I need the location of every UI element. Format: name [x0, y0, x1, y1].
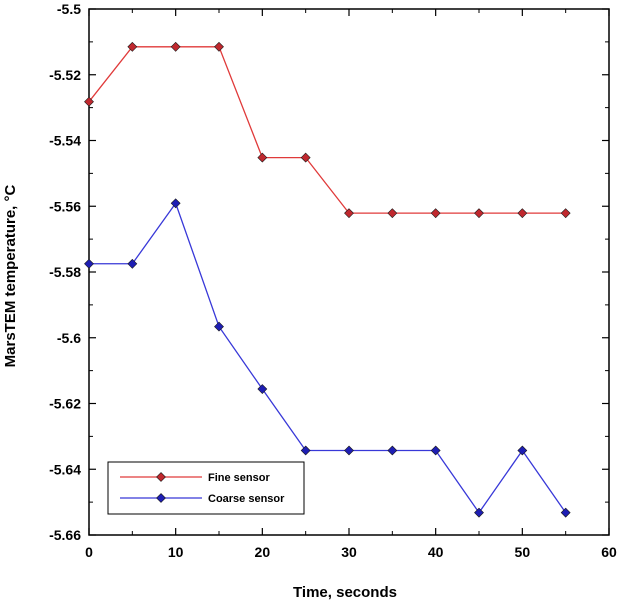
x-tick-label: 30 — [341, 544, 357, 560]
x-axis-title: Time, seconds — [293, 584, 397, 601]
coarse-sensor-data-point — [517, 445, 528, 456]
coarse-sensor-data-point — [560, 507, 571, 518]
y-tick-label: -5.5 — [57, 1, 81, 17]
legend-box — [107, 461, 305, 515]
coarse-sensor-data-point — [214, 321, 224, 332]
coarse-sensor-data-point — [170, 198, 181, 209]
fine-sensor-data-point — [84, 96, 94, 107]
coarse-sensor-data-point — [430, 445, 441, 456]
fine-sensor-legend-label: Fine sensor — [208, 472, 270, 484]
y-tick-label: -5.6 — [57, 330, 81, 346]
coarse-sensor-series-line — [89, 201, 567, 514]
fine-sensor-data-point — [344, 208, 354, 219]
fine-sensor-data-point — [170, 41, 181, 52]
fine-sensor-data-point — [127, 41, 138, 52]
plot-frame — [88, 8, 610, 536]
x-tick-label: 0 — [85, 544, 93, 560]
coarse-sensor-data-point — [300, 445, 311, 456]
x-tick-label: 40 — [428, 544, 444, 560]
fine-sensor-data-point — [214, 41, 224, 52]
coarse-sensor-data-point — [344, 445, 354, 456]
x-tick-label: 20 — [255, 544, 271, 560]
fine-sensor-data-point — [474, 208, 484, 219]
fine-sensor-data-point — [387, 208, 398, 219]
fine-sensor-data-point — [430, 208, 441, 219]
y-tick-label: -5.62 — [49, 396, 81, 412]
y-tick-label: -5.66 — [49, 527, 81, 543]
fine-sensor-data-point — [560, 208, 571, 219]
y-axis-title: MarsTEM temperature, °C — [2, 184, 19, 367]
fine-sensor-data-point — [517, 208, 528, 219]
coarse-sensor-data-point — [127, 258, 138, 269]
y-tick-label: -5.58 — [49, 264, 81, 280]
x-tick-label: 50 — [515, 544, 531, 560]
y-tick-label: -5.64 — [49, 461, 81, 477]
coarse-sensor-data-point — [84, 258, 94, 269]
coarse-sensor-data-point — [387, 445, 398, 456]
y-tick-label: -5.52 — [49, 67, 81, 83]
fine-sensor-legend-marker — [156, 472, 166, 482]
y-tick-label: -5.54 — [49, 133, 81, 149]
x-tick-label: 60 — [601, 544, 617, 560]
coarse-sensor-legend-label: Coarse sensor — [208, 493, 285, 505]
coarse-sensor-data-point — [474, 507, 484, 518]
fine-sensor-series-line — [88, 46, 566, 214]
coarse-sensor-data-point — [257, 384, 268, 394]
y-tick-label: -5.56 — [49, 198, 81, 214]
fine-sensor-data-point — [300, 152, 311, 163]
fine-sensor-data-point — [257, 152, 268, 163]
coarse-sensor-legend-marker — [156, 493, 166, 503]
x-tick-label: 10 — [168, 544, 184, 560]
